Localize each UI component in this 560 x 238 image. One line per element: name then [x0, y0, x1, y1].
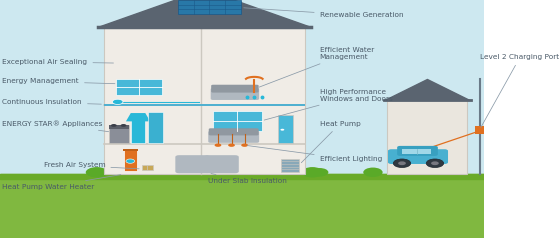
- Circle shape: [393, 159, 410, 168]
- Bar: [178, 0, 241, 14]
- FancyBboxPatch shape: [175, 155, 210, 173]
- Polygon shape: [385, 79, 470, 100]
- Circle shape: [228, 144, 235, 147]
- Bar: [123, 149, 138, 151]
- Circle shape: [126, 159, 134, 163]
- Circle shape: [363, 168, 382, 177]
- Text: Renewable Generation: Renewable Generation: [244, 8, 403, 19]
- FancyBboxPatch shape: [209, 128, 259, 135]
- Text: Level 2 Charging Port: Level 2 Charging Port: [480, 54, 559, 127]
- Polygon shape: [100, 0, 309, 27]
- Circle shape: [311, 168, 328, 177]
- Text: Fresh Air System: Fresh Air System: [44, 162, 139, 169]
- Circle shape: [281, 129, 284, 131]
- Bar: [278, 115, 293, 143]
- Bar: [131, 120, 145, 143]
- FancyBboxPatch shape: [211, 85, 259, 93]
- Bar: [148, 112, 163, 143]
- Bar: [116, 79, 162, 95]
- Circle shape: [398, 161, 406, 165]
- Text: Under Slab Insulation: Under Slab Insulation: [208, 174, 287, 184]
- Bar: [281, 159, 300, 172]
- Circle shape: [426, 159, 444, 168]
- FancyBboxPatch shape: [211, 88, 259, 100]
- Circle shape: [241, 144, 248, 147]
- Circle shape: [120, 124, 127, 127]
- Bar: [124, 150, 137, 171]
- Text: Exceptional Air Sealing: Exceptional Air Sealing: [2, 59, 114, 65]
- Bar: [109, 125, 129, 129]
- Circle shape: [302, 167, 323, 178]
- Bar: [213, 111, 262, 131]
- FancyBboxPatch shape: [208, 131, 259, 143]
- Bar: [104, 27, 305, 174]
- Text: Energy Management: Energy Management: [2, 78, 115, 84]
- Bar: [0, 174, 484, 178]
- Text: Efficient Lighting: Efficient Lighting: [248, 146, 382, 163]
- Polygon shape: [126, 113, 150, 121]
- Circle shape: [86, 168, 103, 177]
- Text: Continuous Insulation: Continuous Insulation: [2, 99, 101, 105]
- Text: Heat Pump: Heat Pump: [301, 121, 361, 163]
- Circle shape: [111, 124, 116, 127]
- FancyBboxPatch shape: [388, 149, 448, 164]
- Bar: [109, 125, 129, 143]
- Circle shape: [113, 99, 123, 104]
- Circle shape: [86, 167, 108, 178]
- Bar: [402, 149, 431, 154]
- Bar: [475, 126, 484, 134]
- Text: Heat Pump Water Heater: Heat Pump Water Heater: [2, 175, 121, 190]
- Bar: [388, 100, 468, 174]
- Circle shape: [214, 144, 221, 147]
- Text: High Performance
Windows and Doors: High Performance Windows and Doors: [264, 89, 393, 120]
- FancyBboxPatch shape: [397, 146, 438, 156]
- Text: ENERGY STAR® Appliances: ENERGY STAR® Appliances: [2, 120, 109, 132]
- Bar: [0, 174, 484, 238]
- Bar: [104, 104, 305, 106]
- Text: Efficient Water
Management: Efficient Water Management: [259, 47, 374, 87]
- Bar: [142, 165, 152, 170]
- FancyBboxPatch shape: [204, 155, 239, 173]
- Circle shape: [431, 161, 439, 165]
